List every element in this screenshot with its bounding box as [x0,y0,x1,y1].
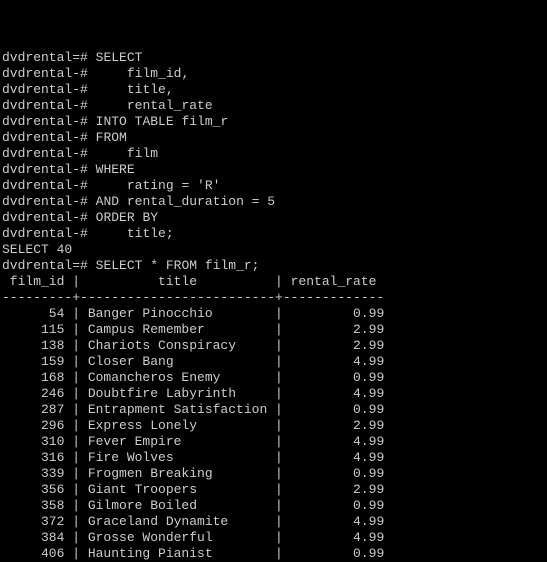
terminal-output: dvdrental=# SELECT dvdrental-# film_id, … [0,32,547,562]
sql-line: dvdrental-# INTO TABLE film_r [2,114,228,129]
sql-line: dvdrental-# AND rental_duration = 5 [2,194,275,209]
sql-text: title; [96,226,174,241]
sql-text: rental_rate [96,98,213,113]
prompt: dvdrental-# [2,66,88,81]
prompt: dvdrental=# [2,50,88,65]
prompt: dvdrental-# [2,226,88,241]
sql-text: title, [96,82,174,97]
prompt: dvdrental-# [2,130,88,145]
table-separator: ---------+-------------------------+----… [2,290,384,305]
sql-line: dvdrental-# FROM [2,130,127,145]
prompt: dvdrental-# [2,114,88,129]
sql-line: dvdrental-# rating = 'R' [2,178,220,193]
sql-line: dvdrental-# WHERE [2,162,135,177]
sql-text: SELECT [96,50,143,65]
table-header: film_id | title | rental_rate [2,274,376,289]
sql-text: SELECT * FROM film_r; [96,258,260,273]
result-status: SELECT 40 [2,242,72,257]
sql-text: film [96,146,158,161]
prompt: dvdrental-# [2,98,88,113]
prompt: dvdrental-# [2,82,88,97]
sql-line: dvdrental=# SELECT [2,50,142,65]
sql-line: dvdrental-# film [2,146,158,161]
sql-text: film_id, [96,66,190,81]
sql-text: AND rental_duration = 5 [96,194,275,209]
sql-line: dvdrental-# rental_rate [2,98,213,113]
prompt: dvdrental-# [2,178,88,193]
sql-text: ORDER BY [96,210,158,225]
sql-text: INTO TABLE film_r [96,114,229,129]
sql-line: dvdrental-# film_id, [2,66,189,81]
sql-text: FROM [96,130,127,145]
sql-text: WHERE [96,162,135,177]
prompt: dvdrental-# [2,162,88,177]
sql-text: rating = 'R' [96,178,221,193]
sql-line: dvdrental-# title; [2,226,174,241]
sql-line: dvdrental=# SELECT * FROM film_r; [2,258,259,273]
prompt: dvdrental-# [2,210,88,225]
sql-line: dvdrental-# ORDER BY [2,210,158,225]
prompt: dvdrental=# [2,258,88,273]
table-rows: 54 | Banger Pinocchio | 0.99 115 | Campu… [2,306,547,562]
prompt: dvdrental-# [2,194,88,209]
sql-line: dvdrental-# title, [2,82,174,97]
prompt: dvdrental-# [2,146,88,161]
